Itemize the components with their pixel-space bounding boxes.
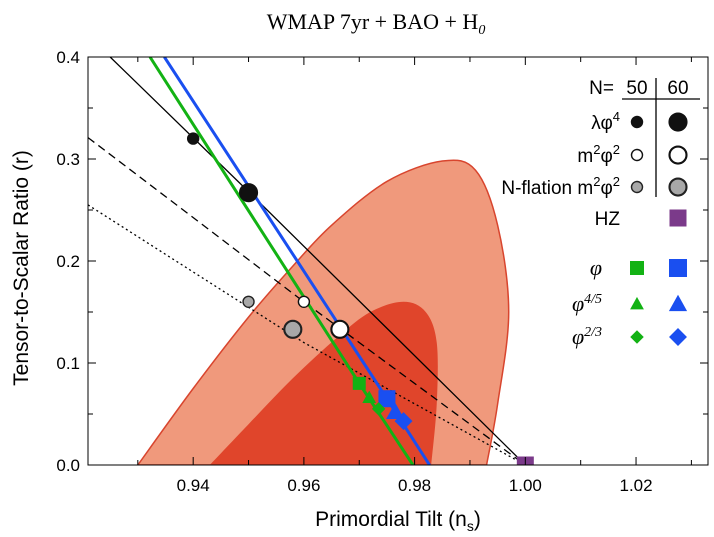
legend-label-0: λφ4: [591, 109, 620, 134]
plot-area: [88, 57, 534, 465]
y-tick-label: 0.3: [56, 150, 80, 169]
legend-marker-60-4: [669, 259, 687, 277]
model-line-2: [88, 204, 526, 465]
legend-label-text: φ: [572, 291, 584, 316]
legend-marker-50-2: [630, 180, 644, 194]
legend-label-6: φ2/3: [572, 324, 602, 349]
x-axis-label-sub: s: [467, 518, 474, 534]
axes: 0.94 0.96 0.98 1.00 1.02 0.0 0.1 0.2 0.3 0.4: [56, 48, 708, 495]
legend-label-text: m: [577, 146, 593, 167]
legend-header-50: 50: [626, 78, 647, 99]
legend-label-sup: 2/3: [584, 325, 602, 340]
data-point-2-1: [283, 319, 303, 339]
y-tick-label: 0.1: [56, 354, 80, 373]
legend-marker-60-0: [668, 112, 688, 132]
legend-label-3: HZ: [595, 209, 621, 230]
x-axis-label-main: Primordial Tilt (n: [315, 508, 467, 531]
data-point-1-1: [330, 319, 350, 339]
chart-title: WMAP 7yr + BAO + H0: [267, 9, 486, 38]
legend-label-2: N-flation m2φ2: [501, 174, 620, 199]
legend-label-text2: φ: [600, 146, 612, 167]
data-point-6-0: [362, 390, 377, 404]
legend-label-text: HZ: [595, 209, 621, 230]
x-tick-label: 0.96: [287, 476, 320, 495]
data-point-5-0: [378, 390, 396, 408]
chart-title-main: WMAP 7yr + BAO + H: [267, 9, 479, 34]
legend-label-1: m2φ2: [577, 142, 620, 167]
data-point-9-0: [394, 412, 413, 431]
legend-label-sup: 2: [593, 174, 600, 189]
y-tick-label: 0.4: [56, 48, 80, 67]
data-point-2-0: [242, 295, 255, 308]
contour-68-region: [209, 301, 438, 465]
legend-label-text: N-flation m: [501, 178, 593, 199]
legend-label-sup: 4/5: [584, 292, 602, 307]
x-tick-label: 0.98: [398, 476, 431, 495]
legend-label-sup2: 2: [613, 142, 620, 157]
y-tick-label: 0.2: [56, 252, 80, 271]
data-point-8-0: [371, 402, 386, 416]
legend-marker-50-4: [630, 261, 644, 275]
x-tick-label: 1.00: [509, 476, 542, 495]
legend-label-sup: 2: [593, 142, 600, 157]
y-tick-label: 0.0: [56, 456, 80, 475]
x-axis-label-end: ): [474, 508, 481, 531]
legend-marker-60-6: [669, 328, 687, 346]
legend-label-text: φ: [590, 255, 602, 280]
legend-marker-60-2: [668, 177, 688, 197]
chart-title-sub: 0: [478, 23, 485, 38]
legend-label-4: φ: [590, 255, 602, 280]
legend-marker-60-1: [668, 145, 688, 165]
data-point-0-0: [186, 132, 200, 145]
data-point-4-0: [352, 376, 366, 390]
legend-label-sup: 4: [613, 109, 620, 124]
legend-marker-50-6: [630, 330, 644, 344]
legend-header-label: N=: [589, 78, 614, 99]
data-point-7-0: [386, 402, 405, 420]
x-axis-label: Primordial Tilt (ns): [315, 508, 481, 534]
data-point-1-0: [297, 295, 311, 308]
legend-marker-50-1: [630, 148, 644, 162]
legend-marker-50-0: [630, 115, 644, 129]
data-point-0-1: [238, 183, 259, 203]
legend-header-60: 60: [667, 78, 688, 99]
legend-label-sup2: 2: [613, 174, 620, 189]
legend-label-text: φ: [572, 324, 584, 349]
x-tick-label: 1.02: [619, 476, 652, 495]
legend-label-text: λφ: [591, 113, 612, 134]
legend-label-5: φ4/5: [572, 291, 602, 316]
y-axis-label: Tensor-to-Scalar Ratio (r): [10, 150, 33, 386]
legend-label-text2: φ: [600, 178, 612, 199]
legend-marker-60-5: [668, 294, 688, 312]
x-tick-label: 0.94: [177, 476, 210, 495]
legend-marker-3: [669, 209, 687, 227]
legend-marker-50-5: [630, 296, 644, 310]
